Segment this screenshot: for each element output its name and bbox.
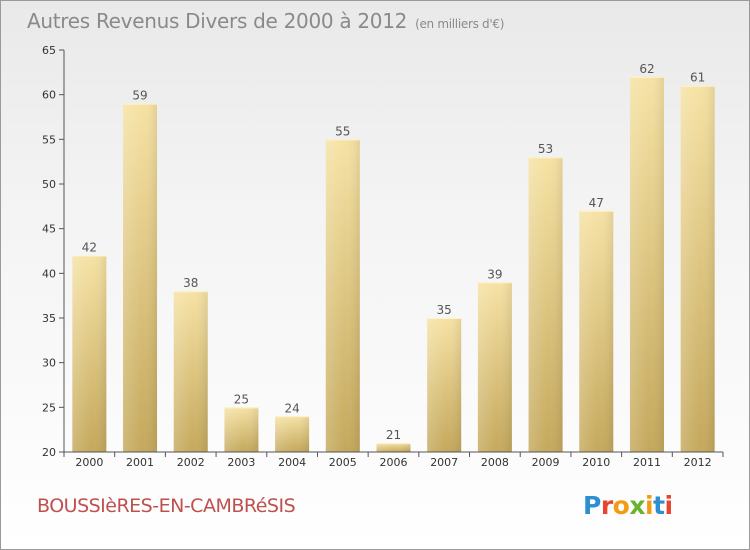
bar-shade-2006 bbox=[376, 443, 411, 452]
logo-letter: r bbox=[600, 491, 613, 520]
data-label-2004: 24 bbox=[284, 401, 299, 415]
x-tick-label-2010: 2010 bbox=[582, 456, 610, 469]
logo-letter: i bbox=[664, 491, 674, 520]
data-label-2005: 55 bbox=[335, 124, 350, 138]
bar-shade-2012 bbox=[680, 85, 715, 452]
data-label-2000: 42 bbox=[82, 240, 97, 254]
logo-letter: x bbox=[629, 491, 645, 520]
bar-shade-2005 bbox=[325, 139, 360, 453]
logo-letter: P bbox=[583, 491, 601, 520]
axes-group: 2000 2001 2002 2003 2004 2005 2006 2007 2008 2009… bbox=[42, 44, 724, 469]
y-tick-label-25: 25 bbox=[42, 401, 56, 414]
bar-shade-2002 bbox=[173, 291, 208, 452]
data-label-2008: 39 bbox=[487, 267, 502, 281]
x-tick-label-2007: 2007 bbox=[430, 456, 458, 469]
bar-shade-2007 bbox=[427, 318, 462, 452]
bar-shade-2001 bbox=[123, 103, 158, 452]
chart-subtitle: (en milliers d'€) bbox=[415, 17, 505, 31]
x-tick-label-2011: 2011 bbox=[633, 456, 661, 469]
y-tick-label-65: 65 bbox=[42, 44, 56, 57]
y-tick-label-30: 30 bbox=[42, 357, 56, 370]
y-tick-label-35: 35 bbox=[42, 312, 56, 325]
y-tick-label-20: 20 bbox=[42, 446, 56, 459]
proxiti-logo[interactable]: Proxiti bbox=[583, 491, 673, 520]
y-tick-label-55: 55 bbox=[42, 133, 56, 146]
x-tick-label-2004: 2004 bbox=[278, 456, 306, 469]
x-tick-label-2001: 2001 bbox=[126, 456, 154, 469]
logo-letter: i bbox=[645, 491, 654, 520]
x-tick-label-2012: 2012 bbox=[684, 456, 712, 469]
data-label-2010: 47 bbox=[589, 196, 604, 210]
logo-letter: t bbox=[653, 491, 665, 520]
data-label-2007: 35 bbox=[437, 303, 452, 317]
y-tick-label-40: 40 bbox=[42, 267, 56, 280]
data-label-2006: 21 bbox=[386, 428, 401, 442]
bar-shade-2004 bbox=[275, 416, 310, 452]
x-tick-label-2008: 2008 bbox=[481, 456, 509, 469]
chart-title-text: Autres Revenus Divers de 2000 à 2012 bbox=[27, 9, 408, 33]
data-label-2009: 53 bbox=[538, 142, 553, 156]
x-tick-label-2006: 2006 bbox=[380, 456, 408, 469]
y-tick-label-60: 60 bbox=[42, 89, 56, 102]
place-name: BOUSSIèRES-EN-CAMBRéSIS bbox=[37, 495, 296, 517]
bar-shade-2000 bbox=[72, 255, 107, 452]
data-label-2003: 25 bbox=[234, 392, 249, 406]
bar-shade-2008 bbox=[477, 282, 512, 452]
data-label-2012: 61 bbox=[690, 71, 705, 85]
data-label-2001: 59 bbox=[132, 89, 147, 103]
x-tick-label-2009: 2009 bbox=[532, 456, 560, 469]
logo-letter: o bbox=[612, 491, 630, 520]
x-tick-label-2000: 2000 bbox=[75, 456, 103, 469]
bar-shade-2010 bbox=[579, 210, 614, 452]
bar-shade-2009 bbox=[528, 157, 563, 452]
x-tick-label-2003: 2003 bbox=[227, 456, 255, 469]
y-tick-label-50: 50 bbox=[42, 178, 56, 191]
bar-shade-2003 bbox=[224, 407, 259, 452]
bars-group: 42 59 38 25 24 55 21 35 39 53 47 62 61 bbox=[72, 62, 715, 453]
data-label-2011: 62 bbox=[639, 62, 654, 76]
chart-title: Autres Revenus Divers de 2000 à 2012 (en … bbox=[27, 9, 504, 33]
bar-shade-2011 bbox=[629, 76, 664, 453]
x-tick-label-2002: 2002 bbox=[177, 456, 205, 469]
x-tick-label-2005: 2005 bbox=[329, 456, 357, 469]
data-label-2002: 38 bbox=[183, 276, 198, 290]
y-tick-label-45: 45 bbox=[42, 223, 56, 236]
